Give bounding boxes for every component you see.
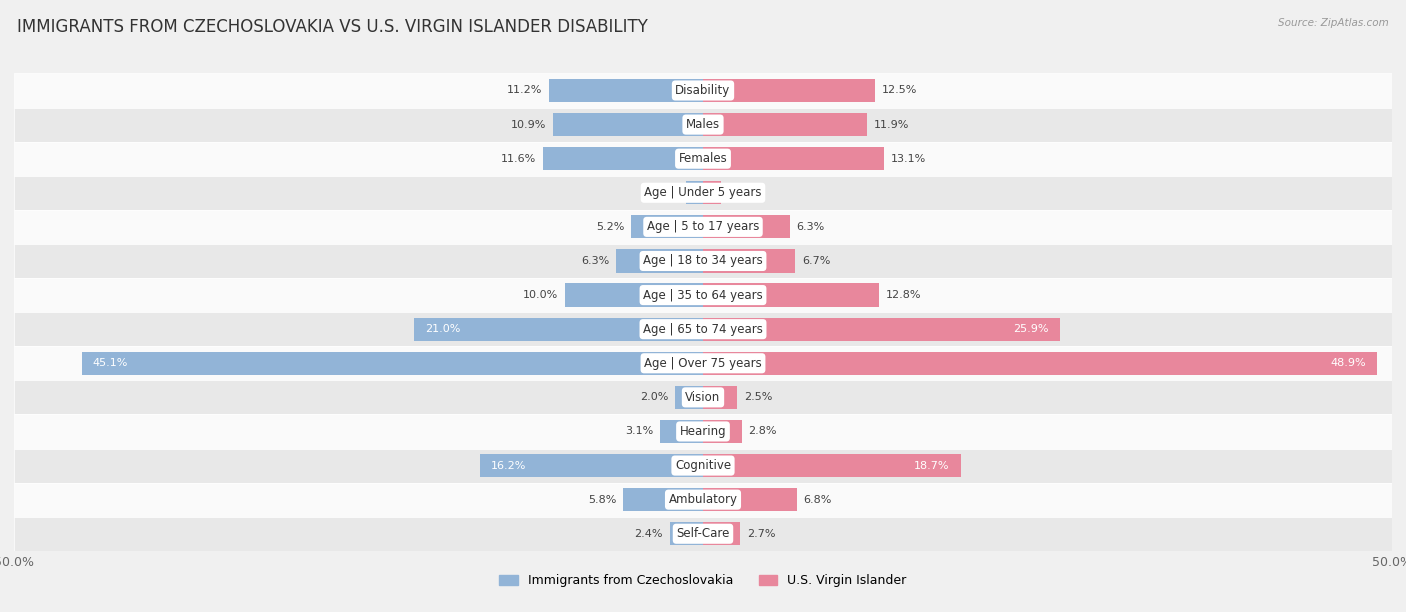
Bar xyxy=(675,386,703,409)
Bar xyxy=(703,215,790,239)
Text: Self-Care: Self-Care xyxy=(676,528,730,540)
Text: Hearing: Hearing xyxy=(679,425,727,438)
Bar xyxy=(703,352,1376,375)
Text: 45.1%: 45.1% xyxy=(93,358,128,368)
Text: 25.9%: 25.9% xyxy=(1014,324,1049,334)
Text: 3.1%: 3.1% xyxy=(626,427,654,436)
Text: 1.2%: 1.2% xyxy=(651,188,679,198)
FancyBboxPatch shape xyxy=(14,346,1392,380)
Text: Vision: Vision xyxy=(685,391,721,404)
Bar xyxy=(703,318,1060,341)
Text: 5.8%: 5.8% xyxy=(588,494,616,505)
Bar xyxy=(703,386,738,409)
Bar xyxy=(623,488,703,511)
Text: 12.5%: 12.5% xyxy=(882,86,918,95)
Text: Age | 18 to 34 years: Age | 18 to 34 years xyxy=(643,255,763,267)
Legend: Immigrants from Czechoslovakia, U.S. Virgin Islander: Immigrants from Czechoslovakia, U.S. Vir… xyxy=(495,569,911,592)
FancyBboxPatch shape xyxy=(14,483,1392,517)
Text: 2.0%: 2.0% xyxy=(640,392,669,402)
FancyBboxPatch shape xyxy=(14,278,1392,312)
Bar xyxy=(703,79,875,102)
Text: 1.3%: 1.3% xyxy=(728,188,756,198)
Text: Age | 65 to 74 years: Age | 65 to 74 years xyxy=(643,323,763,335)
Text: Age | Over 75 years: Age | Over 75 years xyxy=(644,357,762,370)
Bar xyxy=(703,113,868,136)
Bar xyxy=(703,488,797,511)
Text: Males: Males xyxy=(686,118,720,131)
Text: 6.3%: 6.3% xyxy=(581,256,609,266)
Text: 2.8%: 2.8% xyxy=(748,427,778,436)
Bar xyxy=(703,147,883,170)
FancyBboxPatch shape xyxy=(14,73,1392,108)
Bar xyxy=(661,420,703,443)
Bar xyxy=(553,113,703,136)
Bar xyxy=(82,352,703,375)
FancyBboxPatch shape xyxy=(14,141,1392,176)
Text: 11.2%: 11.2% xyxy=(506,86,541,95)
Text: 6.3%: 6.3% xyxy=(797,222,825,232)
Bar xyxy=(703,249,796,272)
Bar xyxy=(631,215,703,239)
Text: Age | Under 5 years: Age | Under 5 years xyxy=(644,186,762,200)
FancyBboxPatch shape xyxy=(14,176,1392,210)
Bar xyxy=(703,420,741,443)
Text: 48.9%: 48.9% xyxy=(1330,358,1365,368)
FancyBboxPatch shape xyxy=(14,108,1392,141)
Bar xyxy=(669,522,703,545)
Bar xyxy=(616,249,703,272)
Text: 10.9%: 10.9% xyxy=(510,119,546,130)
Text: 6.8%: 6.8% xyxy=(804,494,832,505)
Text: 6.7%: 6.7% xyxy=(803,256,831,266)
Text: 2.4%: 2.4% xyxy=(634,529,664,539)
Text: Cognitive: Cognitive xyxy=(675,459,731,472)
Text: 18.7%: 18.7% xyxy=(914,461,949,471)
FancyBboxPatch shape xyxy=(14,312,1392,346)
Bar xyxy=(703,522,740,545)
Bar xyxy=(413,318,703,341)
Bar xyxy=(543,147,703,170)
Bar xyxy=(703,181,721,204)
Text: IMMIGRANTS FROM CZECHOSLOVAKIA VS U.S. VIRGIN ISLANDER DISABILITY: IMMIGRANTS FROM CZECHOSLOVAKIA VS U.S. V… xyxy=(17,18,648,36)
Bar xyxy=(565,283,703,307)
Text: 11.9%: 11.9% xyxy=(875,119,910,130)
Text: 13.1%: 13.1% xyxy=(890,154,925,163)
FancyBboxPatch shape xyxy=(14,414,1392,449)
FancyBboxPatch shape xyxy=(14,244,1392,278)
Bar xyxy=(686,181,703,204)
Text: 11.6%: 11.6% xyxy=(501,154,536,163)
Text: Females: Females xyxy=(679,152,727,165)
Text: 2.5%: 2.5% xyxy=(744,392,773,402)
Text: 16.2%: 16.2% xyxy=(491,461,526,471)
Text: Age | 35 to 64 years: Age | 35 to 64 years xyxy=(643,289,763,302)
Text: Source: ZipAtlas.com: Source: ZipAtlas.com xyxy=(1278,18,1389,28)
Text: 10.0%: 10.0% xyxy=(523,290,558,300)
Text: 21.0%: 21.0% xyxy=(425,324,460,334)
Text: 2.7%: 2.7% xyxy=(747,529,776,539)
FancyBboxPatch shape xyxy=(14,380,1392,414)
Text: Ambulatory: Ambulatory xyxy=(668,493,738,506)
Bar xyxy=(548,79,703,102)
Text: Age | 5 to 17 years: Age | 5 to 17 years xyxy=(647,220,759,233)
FancyBboxPatch shape xyxy=(14,210,1392,244)
FancyBboxPatch shape xyxy=(14,517,1392,551)
Bar xyxy=(703,283,879,307)
Bar xyxy=(479,454,703,477)
Bar xyxy=(703,454,960,477)
Text: 5.2%: 5.2% xyxy=(596,222,624,232)
Text: 12.8%: 12.8% xyxy=(886,290,922,300)
Text: Disability: Disability xyxy=(675,84,731,97)
FancyBboxPatch shape xyxy=(14,449,1392,483)
